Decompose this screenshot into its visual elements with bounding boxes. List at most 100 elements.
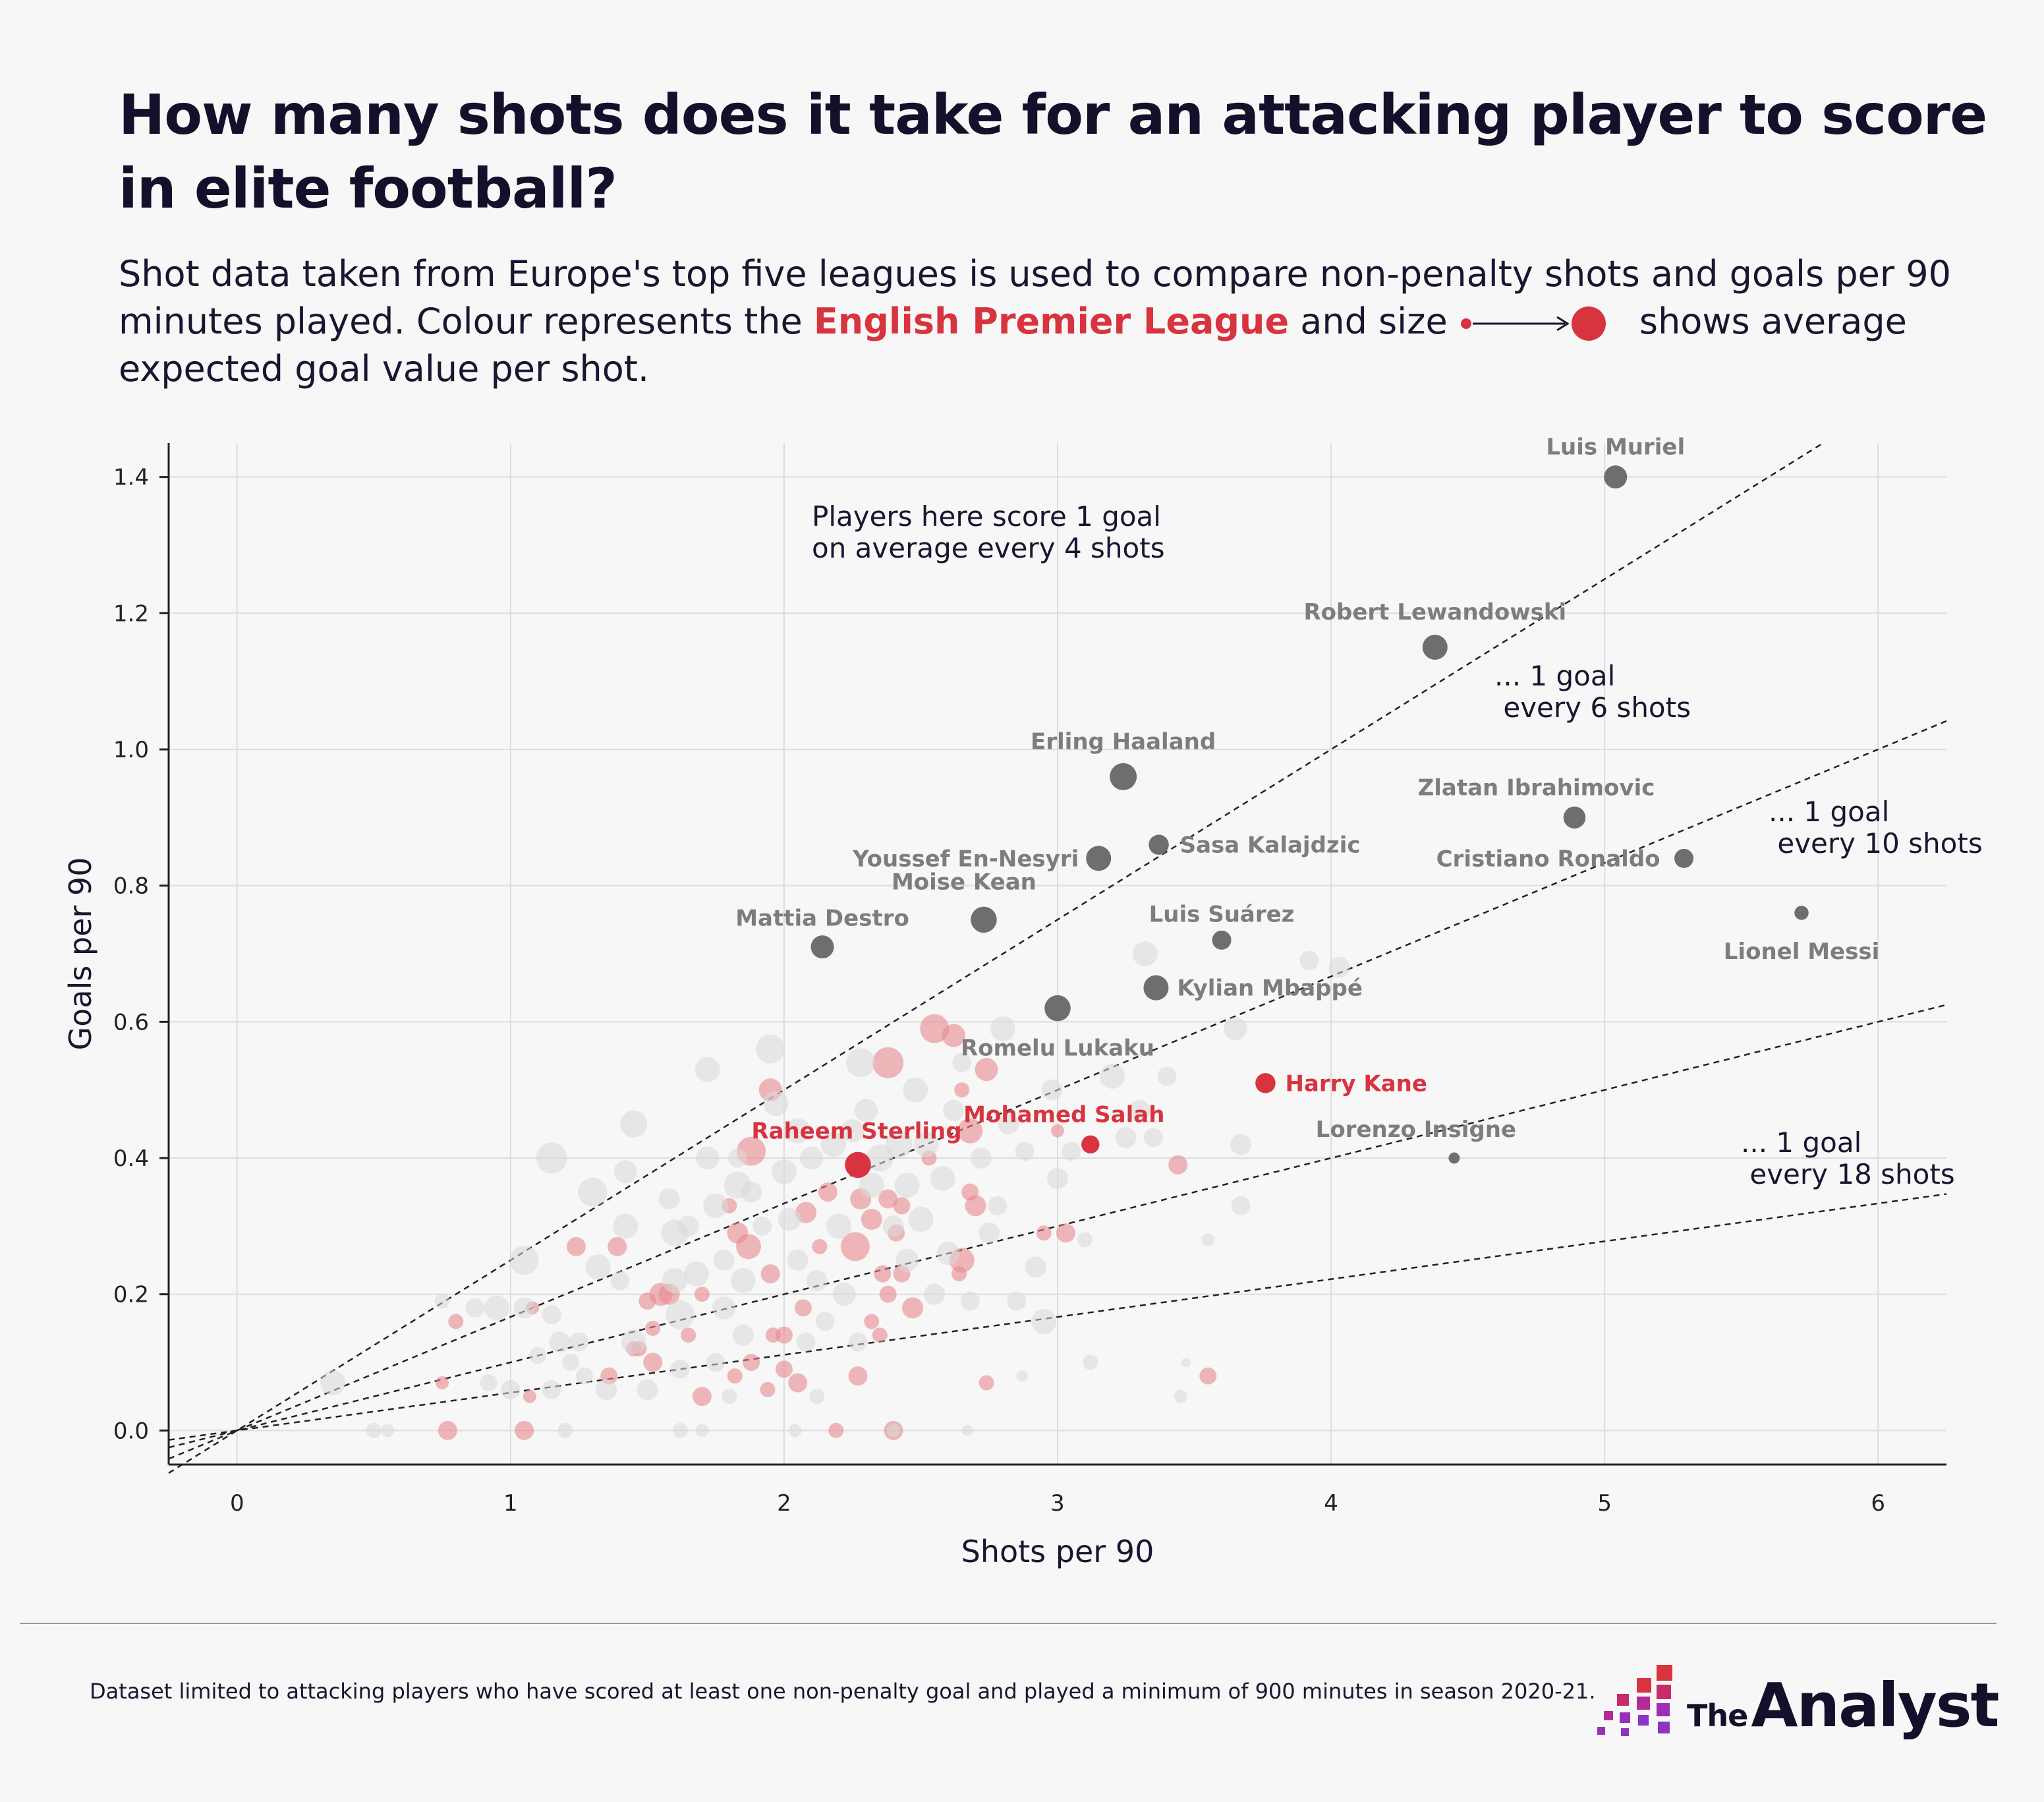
player-label: Robert Lewandowski <box>1303 599 1566 625</box>
player-dot <box>695 1424 709 1438</box>
player-dot <box>988 1196 1008 1215</box>
epl-player-dot <box>872 1327 888 1343</box>
player-label: Luis Muriel <box>1546 434 1685 461</box>
player-dot <box>727 1148 747 1168</box>
player-dot <box>585 1254 611 1280</box>
highlight-dot <box>971 906 997 933</box>
epl-player-dot <box>523 1389 536 1403</box>
annotation-line: ... 1 goal <box>1494 660 1615 692</box>
player-dot <box>859 1173 884 1198</box>
player-dot <box>542 1305 561 1325</box>
player-dot <box>1015 1142 1035 1161</box>
player-dot <box>1181 1358 1191 1367</box>
x-tick-label: 0 <box>230 1490 244 1517</box>
player-dot <box>621 1329 646 1354</box>
player-label: Mattia Destro <box>735 906 909 932</box>
player-dot <box>722 1389 737 1405</box>
epl-player-dot <box>861 1209 882 1230</box>
player-dot <box>841 1119 865 1143</box>
player-dot <box>1230 1134 1252 1155</box>
player-label: Romelu Lukaku <box>961 1035 1154 1062</box>
player-dot <box>815 1312 835 1331</box>
player-dot <box>787 1250 809 1271</box>
player-dot <box>806 1270 828 1291</box>
epl-player-dot <box>893 1197 911 1215</box>
player-dot <box>513 1297 535 1319</box>
player-labels: Luis Muriel Robert Lewandowski Erling Haal… <box>735 434 1879 1145</box>
player-dot <box>670 1359 690 1379</box>
epl-player-dot <box>872 1047 904 1078</box>
player-dot <box>696 1146 720 1170</box>
epl-player-dot <box>794 1299 812 1317</box>
player-dot <box>763 1091 789 1117</box>
annotation-1-goal-every-6-shots: ... 1 goal every 6 shots <box>1494 660 1691 724</box>
x-tick-label: 6 <box>1871 1490 1885 1517</box>
player-dot <box>1201 1233 1215 1246</box>
y-axis-label: Goals per 90 <box>63 857 98 1051</box>
player-dot <box>846 1048 876 1078</box>
epl-player-dot <box>879 1285 897 1303</box>
highlight-dot <box>1255 1073 1276 1093</box>
chart-title: How many shots does it take for an attac… <box>119 82 1987 221</box>
logo-the: The <box>1687 1698 1748 1733</box>
background-dots <box>320 941 1350 1440</box>
epl-player-dot <box>788 1373 808 1393</box>
epl-player-dot <box>864 1314 880 1329</box>
x-tick-label: 3 <box>1050 1490 1065 1517</box>
player-dot <box>924 1283 946 1305</box>
player-dot <box>562 1354 580 1371</box>
epl-player-dot <box>951 1266 967 1282</box>
grid-lines <box>169 443 1946 1465</box>
player-dot <box>637 1379 658 1401</box>
player-dot <box>960 1291 980 1311</box>
epl-player-dot <box>694 1287 710 1302</box>
epl-player-dot <box>692 1387 712 1407</box>
player-dot <box>1132 941 1158 966</box>
epl-player-dot <box>818 1182 837 1202</box>
highlight-dot <box>810 935 834 959</box>
epl-player-dot <box>643 1352 663 1372</box>
player-dot <box>908 1207 934 1232</box>
size-legend-icon <box>1460 306 1606 341</box>
subtitle-part-3: shows average expected goal value per sh… <box>119 301 1907 390</box>
player-dot <box>778 1207 801 1231</box>
player-dot <box>434 1293 450 1309</box>
player-dot <box>895 1248 919 1272</box>
player-label: Youssef En-Nesyri <box>852 846 1079 872</box>
subtitle-epl-highlight: English Premier League <box>813 301 1290 342</box>
annotation-1-goal-every-18-shots: ... 1 goal every 18 shots <box>1741 1126 1955 1190</box>
player-dot <box>672 1422 688 1438</box>
epl-player-dot <box>874 1265 892 1283</box>
highlight-dot <box>1110 763 1137 790</box>
player-dot <box>809 1389 825 1405</box>
player-label: Mohamed Salah <box>963 1101 1164 1128</box>
epl-player-dot <box>1036 1225 1052 1241</box>
highlight-dot <box>845 1151 871 1178</box>
x-tick-label: 2 <box>777 1490 791 1517</box>
epl-player-dot <box>760 1381 776 1397</box>
player-dot <box>1224 1017 1247 1041</box>
player-dot <box>703 1193 729 1219</box>
player-dot <box>785 1118 810 1144</box>
player-dot <box>1025 1256 1046 1278</box>
epl-player-dot <box>645 1320 661 1336</box>
subtitle-part-2: and size <box>1289 301 1448 342</box>
reference-annotations: Players here score 1 goal on average ever… <box>812 500 1983 1190</box>
player-dot <box>826 1213 851 1239</box>
player-dot <box>930 1166 955 1191</box>
player-dot <box>1157 1066 1177 1086</box>
player-dot <box>756 1034 785 1064</box>
player-dot <box>952 1053 972 1072</box>
player-dot <box>484 1295 510 1321</box>
epl-player-dot <box>848 1366 868 1386</box>
player-dot <box>1115 1127 1137 1148</box>
epl-player-dot <box>765 1327 781 1343</box>
player-dot <box>480 1374 497 1391</box>
player-dot <box>796 1332 816 1352</box>
player-dot <box>662 1268 687 1293</box>
highlight-dot <box>1143 975 1169 1001</box>
epl-player-dot <box>608 1236 627 1256</box>
epl-player-dot <box>1168 1155 1188 1175</box>
player-dot <box>1299 950 1319 970</box>
